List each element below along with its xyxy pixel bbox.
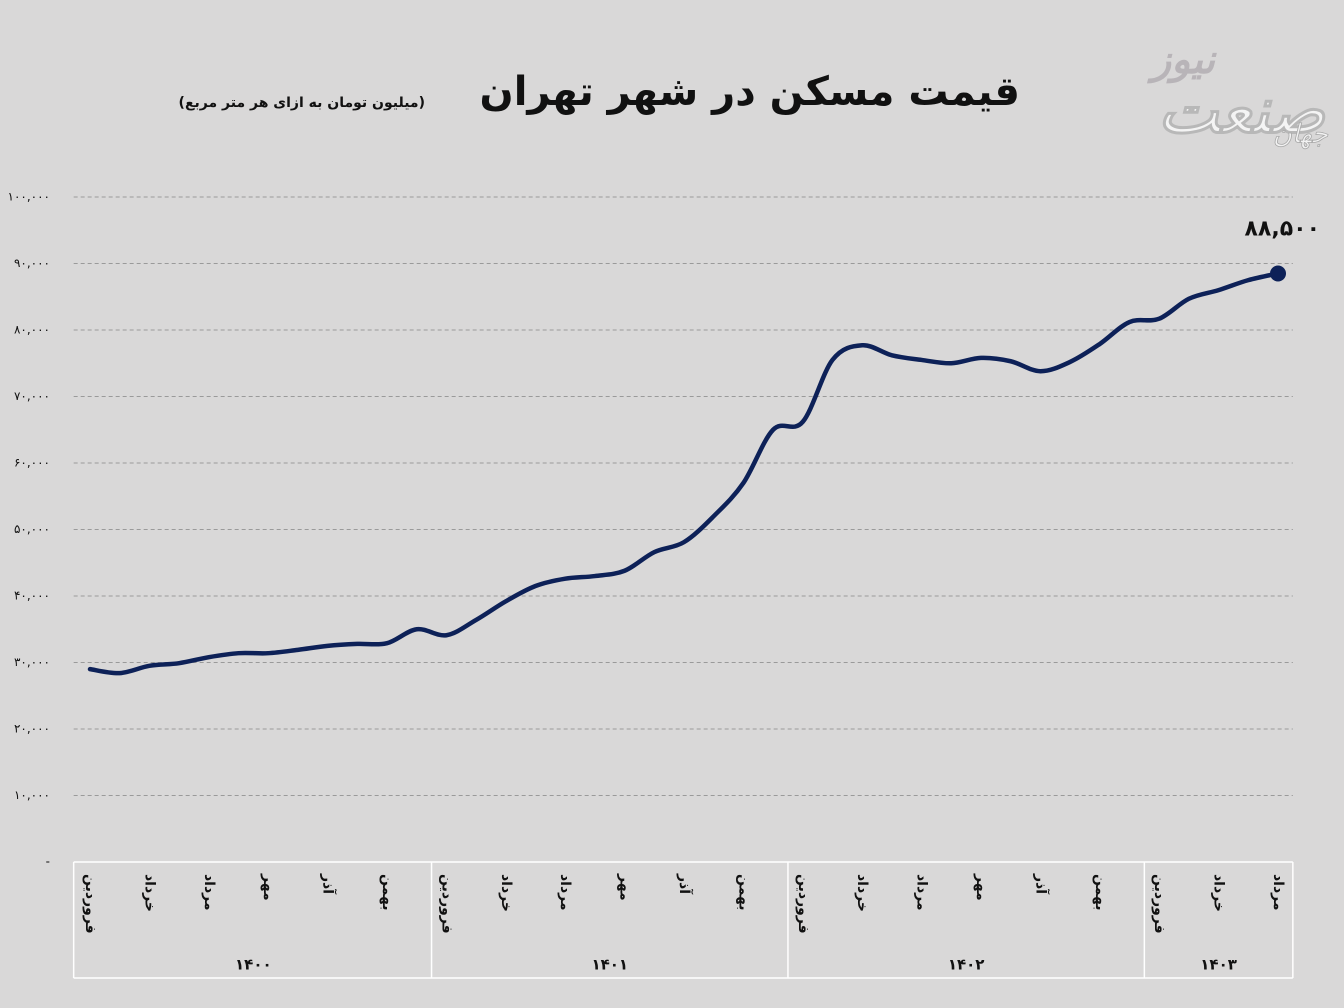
x-tick-label: خرداد: [498, 874, 514, 912]
x-tick-label: فروردین: [795, 874, 811, 934]
x-tick-label: مرداد: [1270, 874, 1286, 911]
logo-sub: نیوز: [1147, 37, 1217, 84]
group-label: ۱۴۰۲: [948, 956, 985, 974]
group-label: ۱۴۰۳: [1200, 956, 1237, 974]
x-tick-label: خرداد: [1211, 874, 1227, 912]
x-tick-label: آذر: [1032, 873, 1050, 895]
data-line: [87, 271, 1281, 676]
y-tick-label: ۲۰,۰۰۰: [14, 722, 50, 736]
y-tick-label: ۵۰,۰۰۰: [14, 522, 50, 536]
logo: صنعت نیوز جهان: [1147, 37, 1330, 150]
logo-main: صنعت: [1158, 75, 1327, 149]
x-tick-label: فروردین: [1151, 874, 1167, 934]
x-tick-label: مهر: [617, 873, 633, 901]
y-tick-label: ۸۰,۰۰۰: [14, 323, 50, 337]
x-tick-label: بهمن: [379, 874, 395, 910]
y-tick-label: ۱۰۰,۰۰۰: [8, 190, 51, 204]
x-tick-label: آذر: [320, 873, 338, 895]
logo-top: جهان: [1273, 120, 1329, 150]
data-label: ۸۸,۵۰۰: [1245, 216, 1321, 241]
y-tick-label: ۳۰,۰۰۰: [14, 655, 50, 669]
y-tick-label: ۴۰,۰۰۰: [14, 589, 50, 603]
chart-subtitle: (میلیون تومان به ازای هر متر مربع): [179, 95, 425, 111]
x-tick-label: مرداد: [914, 874, 930, 911]
y-tick-label: ۹۰,۰۰۰: [14, 256, 50, 270]
x-tick-label: خرداد: [854, 874, 870, 912]
x-tick-label: مهر: [260, 873, 276, 901]
group-label: ۱۴۰۱: [591, 956, 628, 974]
y-tick-label: ۱۰,۰۰۰: [14, 788, 50, 802]
end-point: [1270, 265, 1286, 282]
x-tick-label: فروردین: [438, 874, 454, 934]
y-tick-label: -: [46, 855, 50, 869]
x-tick-label: فروردین: [82, 874, 98, 934]
group-label: ۱۴۰۰: [235, 956, 272, 974]
x-tick-label: مهر: [973, 873, 989, 901]
chart-title: قیمت مسکن در شهر تهران: [480, 69, 1020, 115]
y-tick-label: ۷۰,۰۰۰: [14, 389, 50, 403]
x-tick-label: بهمن: [735, 874, 751, 910]
x-tick-label: مرداد: [557, 874, 573, 911]
x-tick-label: بهمن: [1092, 874, 1108, 910]
x-tick-label: مرداد: [201, 874, 217, 911]
x-tick-label: خرداد: [141, 874, 157, 912]
x-tick-label: آذر: [676, 873, 694, 895]
y-tick-label: ۶۰,۰۰۰: [14, 456, 50, 470]
